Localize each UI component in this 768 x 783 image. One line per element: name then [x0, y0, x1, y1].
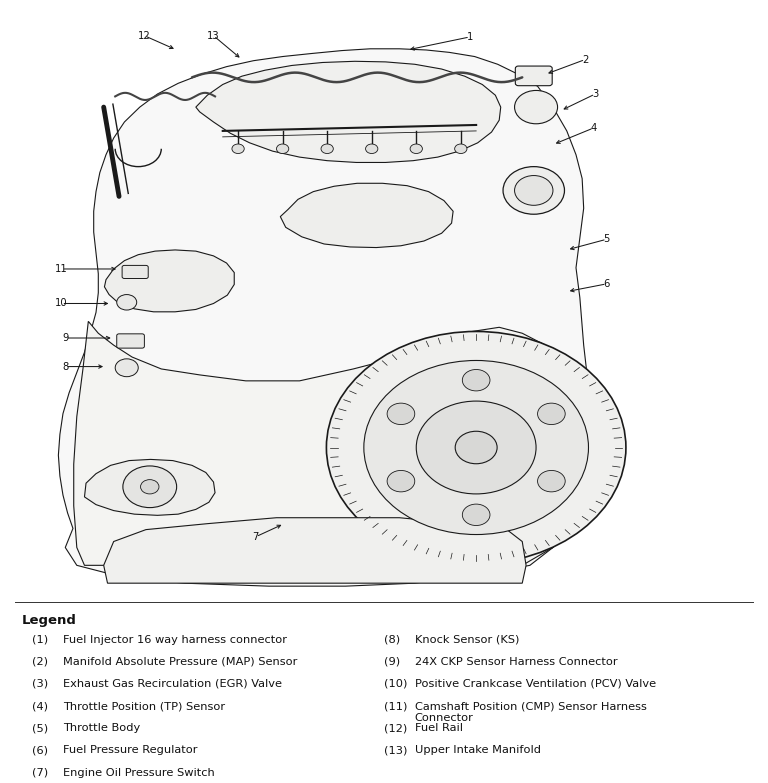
Circle shape [387, 471, 415, 492]
Circle shape [515, 91, 558, 124]
FancyBboxPatch shape [117, 334, 144, 348]
Circle shape [538, 471, 565, 492]
Text: 4: 4 [591, 123, 597, 133]
Polygon shape [280, 183, 453, 247]
Text: 8: 8 [62, 362, 68, 372]
Text: Positive Crankcase Ventilation (PCV) Valve: Positive Crankcase Ventilation (PCV) Val… [415, 679, 656, 689]
Text: (6): (6) [32, 745, 48, 756]
Text: (10): (10) [384, 679, 407, 689]
Polygon shape [104, 518, 526, 583]
Text: Engine Oil Pressure Switch: Engine Oil Pressure Switch [63, 767, 215, 778]
Circle shape [416, 401, 536, 494]
Circle shape [503, 167, 564, 215]
Circle shape [462, 370, 490, 391]
Text: Fuel Pressure Regulator: Fuel Pressure Regulator [63, 745, 197, 756]
Text: Throttle Position (TP) Sensor: Throttle Position (TP) Sensor [63, 701, 225, 711]
Polygon shape [196, 61, 501, 162]
Text: (12): (12) [384, 723, 407, 733]
Text: (5): (5) [32, 723, 48, 733]
Text: Throttle Body: Throttle Body [63, 723, 141, 733]
Text: (7): (7) [32, 767, 48, 778]
Text: (1): (1) [32, 634, 48, 644]
Text: (13): (13) [384, 745, 407, 756]
FancyBboxPatch shape [515, 66, 552, 85]
Circle shape [115, 359, 138, 377]
Circle shape [141, 480, 159, 494]
Circle shape [538, 403, 565, 424]
Polygon shape [104, 250, 234, 312]
Text: 12: 12 [138, 31, 151, 41]
Circle shape [364, 360, 588, 535]
Text: Exhaust Gas Recirculation (EGR) Valve: Exhaust Gas Recirculation (EGR) Valve [63, 679, 282, 689]
FancyBboxPatch shape [122, 265, 148, 279]
Text: (4): (4) [32, 701, 48, 711]
Text: (9): (9) [384, 657, 400, 666]
Text: 2: 2 [582, 55, 588, 64]
Text: (3): (3) [32, 679, 48, 689]
Circle shape [326, 331, 626, 564]
Circle shape [232, 144, 244, 153]
Circle shape [455, 144, 467, 153]
Circle shape [117, 294, 137, 310]
Text: Upper Intake Manifold: Upper Intake Manifold [415, 745, 541, 756]
Polygon shape [74, 321, 572, 565]
Polygon shape [84, 460, 215, 515]
Text: 10: 10 [55, 298, 68, 309]
Circle shape [366, 144, 378, 153]
Text: 1: 1 [467, 32, 473, 42]
Text: 6: 6 [604, 279, 610, 289]
Text: Fuel Injector 16 way harness connector: Fuel Injector 16 way harness connector [63, 634, 287, 644]
Text: Knock Sensor (KS): Knock Sensor (KS) [415, 634, 519, 644]
Circle shape [276, 144, 289, 153]
Circle shape [410, 144, 422, 153]
Circle shape [462, 504, 490, 525]
Text: 24X CKP Sensor Harness Connector: 24X CKP Sensor Harness Connector [415, 657, 617, 666]
Text: 7: 7 [253, 532, 259, 542]
Text: 3: 3 [592, 89, 598, 99]
Circle shape [387, 403, 415, 424]
Text: Camshaft Position (CMP) Sensor Harness
Connector: Camshaft Position (CMP) Sensor Harness C… [415, 701, 647, 723]
Circle shape [455, 431, 497, 464]
Circle shape [515, 175, 553, 205]
Circle shape [123, 466, 177, 507]
Text: Legend: Legend [22, 614, 76, 627]
Text: Fuel Rail: Fuel Rail [415, 723, 462, 733]
Circle shape [321, 144, 333, 153]
Text: Manifold Absolute Pressure (MAP) Sensor: Manifold Absolute Pressure (MAP) Sensor [63, 657, 297, 666]
Text: 5: 5 [604, 234, 610, 244]
Text: (11): (11) [384, 701, 407, 711]
Text: 11: 11 [55, 264, 68, 274]
Text: 9: 9 [62, 333, 68, 343]
Polygon shape [58, 49, 591, 586]
Text: (8): (8) [384, 634, 400, 644]
Text: 13: 13 [207, 31, 220, 41]
Text: (2): (2) [32, 657, 48, 666]
